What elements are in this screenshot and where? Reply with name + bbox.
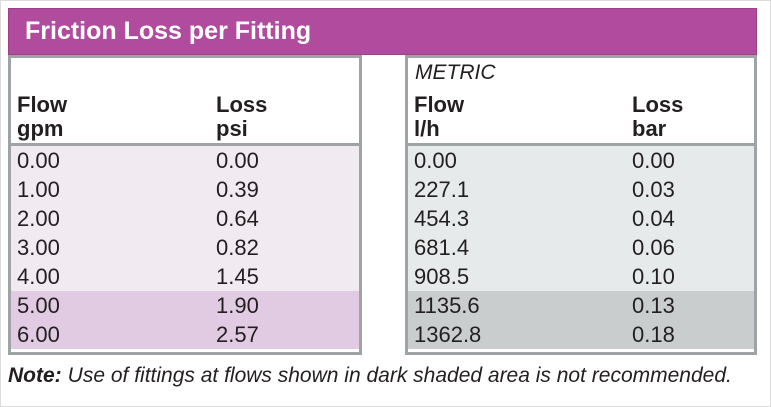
loss-value: 1.45 — [216, 264, 259, 289]
flow-value: 6.00 — [17, 322, 60, 347]
loss-value: 0.82 — [216, 235, 259, 260]
table-row: 1.00 0.39 — [11, 175, 359, 204]
imperial-table-header: Flow gpm Loss psi — [11, 58, 359, 146]
metric-label: METRIC — [415, 61, 496, 84]
flow-value: 681.4 — [414, 235, 470, 260]
page-title: Friction Loss per Fitting — [25, 17, 312, 45]
loss-header-label: Loss — [632, 92, 684, 117]
flow-value: 5.00 — [17, 293, 60, 318]
metric-table-header: METRIC Flow l/h Loss bar — [408, 58, 754, 146]
loss-value: 0.10 — [632, 264, 675, 289]
table-row: 1135.6 0.13 — [408, 291, 754, 320]
flow-value: 0.00 — [414, 148, 457, 173]
table-row: 2.00 0.64 — [11, 204, 359, 233]
flow-value: 1362.8 — [414, 322, 482, 347]
table-row: 6.00 2.57 — [11, 320, 359, 349]
title-bar: Friction Loss per Fitting — [8, 8, 757, 55]
imperial-loss-column-header: Loss psi — [216, 93, 359, 141]
flow-value: 4.00 — [17, 264, 60, 289]
flow-value: 1135.6 — [414, 293, 480, 318]
footnote-text: Use of fittings at flows shown in dark s… — [67, 364, 732, 387]
table-row: 681.4 0.06 — [408, 233, 754, 262]
imperial-header-row: Flow gpm Loss psi — [11, 93, 359, 143]
footnote-label: Note: — [8, 364, 62, 387]
loss-header-label: Loss — [216, 92, 268, 117]
loss-value: 0.04 — [632, 206, 675, 231]
flow-value: 454.3 — [414, 206, 470, 231]
table-row: 1362.8 0.18 — [408, 320, 754, 349]
table-row: 908.5 0.10 — [408, 262, 754, 291]
loss-value: 0.18 — [632, 322, 675, 347]
imperial-table-body: 0.00 0.00 1.00 0.39 2.00 0.64 3.00 0.82 4.00 1.45… — [11, 146, 359, 349]
loss-header-unit: psi — [216, 116, 248, 141]
table-row: 454.3 0.04 — [408, 204, 754, 233]
flow-header-unit: gpm — [17, 116, 64, 141]
metric-flow-column-header: Flow l/h — [414, 93, 632, 141]
loss-value: 0.06 — [632, 235, 675, 260]
loss-value: 0.13 — [632, 293, 675, 318]
loss-value: 0.03 — [632, 177, 675, 202]
metric-friction-loss-table: METRIC Flow l/h Loss bar 0.00 0.00 227.1 0.… — [405, 55, 757, 355]
table-row: 5.00 1.90 — [11, 291, 359, 320]
flow-value: 908.5 — [414, 264, 470, 289]
loss-value: 2.57 — [216, 322, 259, 347]
flow-header-label: Flow — [17, 92, 68, 117]
flow-header-unit: l/h — [414, 116, 440, 141]
loss-value: 0.00 — [632, 148, 675, 173]
table-row: 4.00 1.45 — [11, 262, 359, 291]
metric-table-body: 0.00 0.00 227.1 0.03 454.3 0.04 681.4 0.06 908.5… — [408, 146, 754, 349]
table-row: 0.00 0.00 — [11, 146, 359, 175]
metric-header-row: Flow l/h Loss bar — [408, 93, 754, 143]
flow-value: 3.00 — [17, 235, 60, 260]
loss-value: 0.64 — [216, 206, 259, 231]
loss-value: 1.90 — [216, 293, 259, 318]
table-row: 3.00 0.82 — [11, 233, 359, 262]
metric-loss-column-header: Loss bar — [632, 93, 754, 141]
flow-value: 2.00 — [17, 206, 60, 231]
flow-header-label: Flow — [414, 92, 465, 117]
footnote: Note: Use of fittings at flows shown in d… — [8, 363, 758, 389]
flow-value: 1.00 — [17, 177, 60, 202]
imperial-friction-loss-table: Flow gpm Loss psi 0.00 0.00 1.00 0.39 2.00 0.… — [8, 55, 362, 355]
table-row: 227.1 0.03 — [408, 175, 754, 204]
loss-value: 0.39 — [216, 177, 259, 202]
flow-value: 0.00 — [17, 148, 60, 173]
flow-value: 227.1 — [414, 177, 470, 202]
loss-value: 0.00 — [216, 148, 259, 173]
imperial-flow-column-header: Flow gpm — [17, 93, 216, 141]
table-row: 0.00 0.00 — [408, 146, 754, 175]
loss-header-unit: bar — [632, 116, 667, 141]
